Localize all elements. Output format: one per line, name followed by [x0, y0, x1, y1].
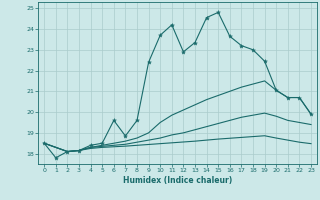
X-axis label: Humidex (Indice chaleur): Humidex (Indice chaleur) [123, 176, 232, 185]
